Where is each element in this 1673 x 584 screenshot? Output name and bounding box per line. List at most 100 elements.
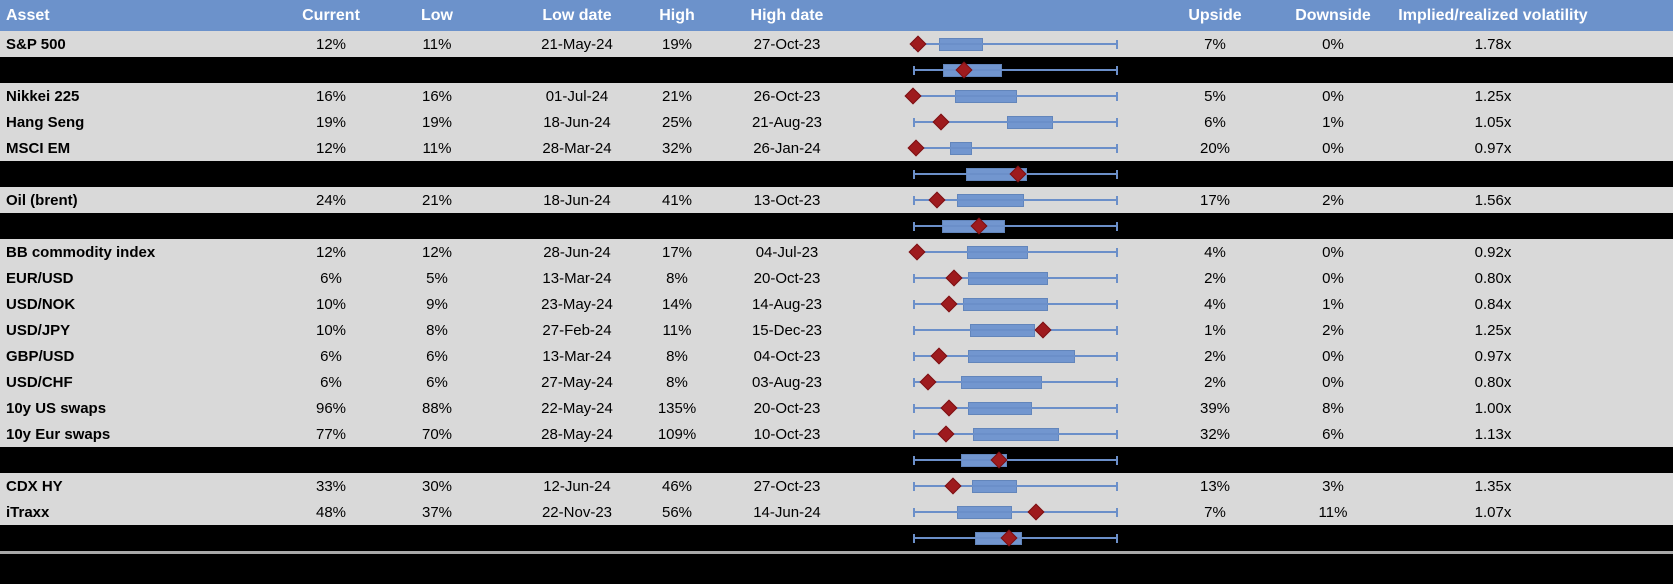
whisker-line [913,459,1118,461]
cell-low-date: 18-Jun-24 [543,191,611,209]
whisker-line [913,407,1118,409]
cell-filler [1603,291,1673,317]
cell-asset: USD/JPY [6,321,71,339]
cell-downside: 0% [1322,373,1344,391]
range-boxplot [913,317,1118,343]
cell-asset: EUR/USD [6,269,74,287]
cell-downside: 0% [1322,35,1344,53]
cell-downside: 0% [1322,87,1344,105]
cell-implied-realized: 1.00x [1474,399,1512,417]
cell-downside: 1% [1322,113,1344,131]
cell-low-date: 21-May-24 [541,35,613,53]
cell-asset: 10y US swaps [6,399,107,417]
cell-high-date: 14-Aug-23 [751,295,823,313]
cell-current: 24% [315,191,347,209]
cell-implied-realized: 1.78x [1474,35,1512,53]
cell-asset [0,57,295,83]
cell-asset: S&P 500 [6,35,66,53]
table-row: iTraxx 48% 37% 22-Nov-23 56% 14-Jun-24 7… [0,499,1673,525]
cell-implied-realized [1383,447,1603,473]
cell-high: 11% [662,321,692,339]
whisker-right-tick [1116,169,1118,179]
current-value-marker-icon [945,269,963,287]
cell-implied-realized: 1.07x [1474,503,1512,521]
cell-implied-realized [1383,525,1603,551]
cell-low: 88% [421,399,453,417]
current-value-marker-icon [932,113,950,131]
whisker-right-tick [1116,351,1118,361]
cell-downside: 0% [1322,243,1344,261]
cell-asset: Oil (brent) [6,191,78,209]
cell-low-date: 28-Jun-24 [543,243,611,261]
whisker-left-tick [913,65,915,75]
cell-low-date [507,525,647,551]
separator-row [0,213,1673,239]
range-boxplot [904,83,1118,109]
cell-filler [1603,421,1673,447]
whisker-right-tick [1116,39,1118,49]
cell-high: 46% [661,477,693,495]
cell-high-date: 20-Oct-23 [753,269,821,287]
cell-current [295,57,367,83]
table-row: 10y US swaps 96% 88% 22-May-24 135% 20-O… [0,395,1673,421]
separator-row [0,161,1673,187]
cell-high: 17% [661,243,693,261]
cell-current: 96% [315,399,347,417]
whisker-right-tick [1116,455,1118,465]
cell-upside: 2% [1204,347,1226,365]
cell-high-date: 10-Oct-23 [753,425,821,443]
cell-asset [0,213,295,239]
cell-asset [0,447,295,473]
range-boxplot [913,343,1118,369]
whisker-left-tick [913,377,915,387]
cell-low: 6% [426,347,448,365]
bottom-divider-line [0,551,1673,554]
cell-current: 19% [315,113,347,131]
range-boxplot [913,499,1118,525]
whisker-right-tick [1116,403,1118,413]
current-value-marker-icon [944,477,962,495]
table-row: Oil (brent) 24% 21% 18-Jun-24 41% 13-Oct… [0,187,1673,213]
whisker-left-tick [913,403,915,413]
cell-asset: Hang Seng [6,113,85,131]
cell-low-date [507,447,647,473]
cell-filler [1603,473,1673,499]
whisker-left-tick [913,325,915,335]
cell-upside: 1% [1204,321,1226,339]
table-row: Hang Seng 19% 19% 18-Jun-24 25% 21-Aug-2… [0,109,1673,135]
cell-low: 11% [422,35,452,53]
cell-high-date: 14-Jun-24 [753,503,821,521]
cell-low: 16% [421,87,453,105]
cell-high-date: 13-Oct-23 [753,191,821,209]
cell-implied-realized: 0.80x [1474,269,1512,287]
cell-low: 30% [421,477,453,495]
cell-high-date [707,447,867,473]
cell-implied-realized: 0.84x [1474,295,1512,313]
whisker-left-tick [913,429,915,439]
cell-implied-realized [1383,213,1603,239]
cell-high-date: 27-Oct-23 [753,477,821,495]
col-header-low: Low [421,6,453,24]
cell-low: 5% [426,269,448,287]
range-boxplot [913,109,1118,135]
cell-range-plot [867,57,1147,83]
cell-current: 10% [315,295,347,313]
cell-filler [1603,317,1673,343]
cell-low-date: 28-May-24 [541,425,613,443]
cell-downside: 2% [1322,321,1344,339]
cell-filler [1603,213,1673,239]
cell-high-date: 15-Dec-23 [751,321,823,339]
whisker-line [913,43,1118,45]
separator-row [0,447,1673,473]
cell-low: 70% [421,425,453,443]
cell-range-plot [867,343,1147,369]
cell-low [367,161,507,187]
cell-asset: CDX HY [6,477,63,495]
cell-upside [1147,525,1283,551]
table-row: EUR/USD 6% 5% 13-Mar-24 8% 20-Oct-23 2% … [0,265,1673,291]
current-value-marker-icon [1027,503,1045,521]
whisker-left-tick [913,221,915,231]
cell-downside: 3% [1322,477,1344,495]
cell-upside: 13% [1199,477,1231,495]
cell-high-date: 04-Jul-23 [755,243,819,261]
